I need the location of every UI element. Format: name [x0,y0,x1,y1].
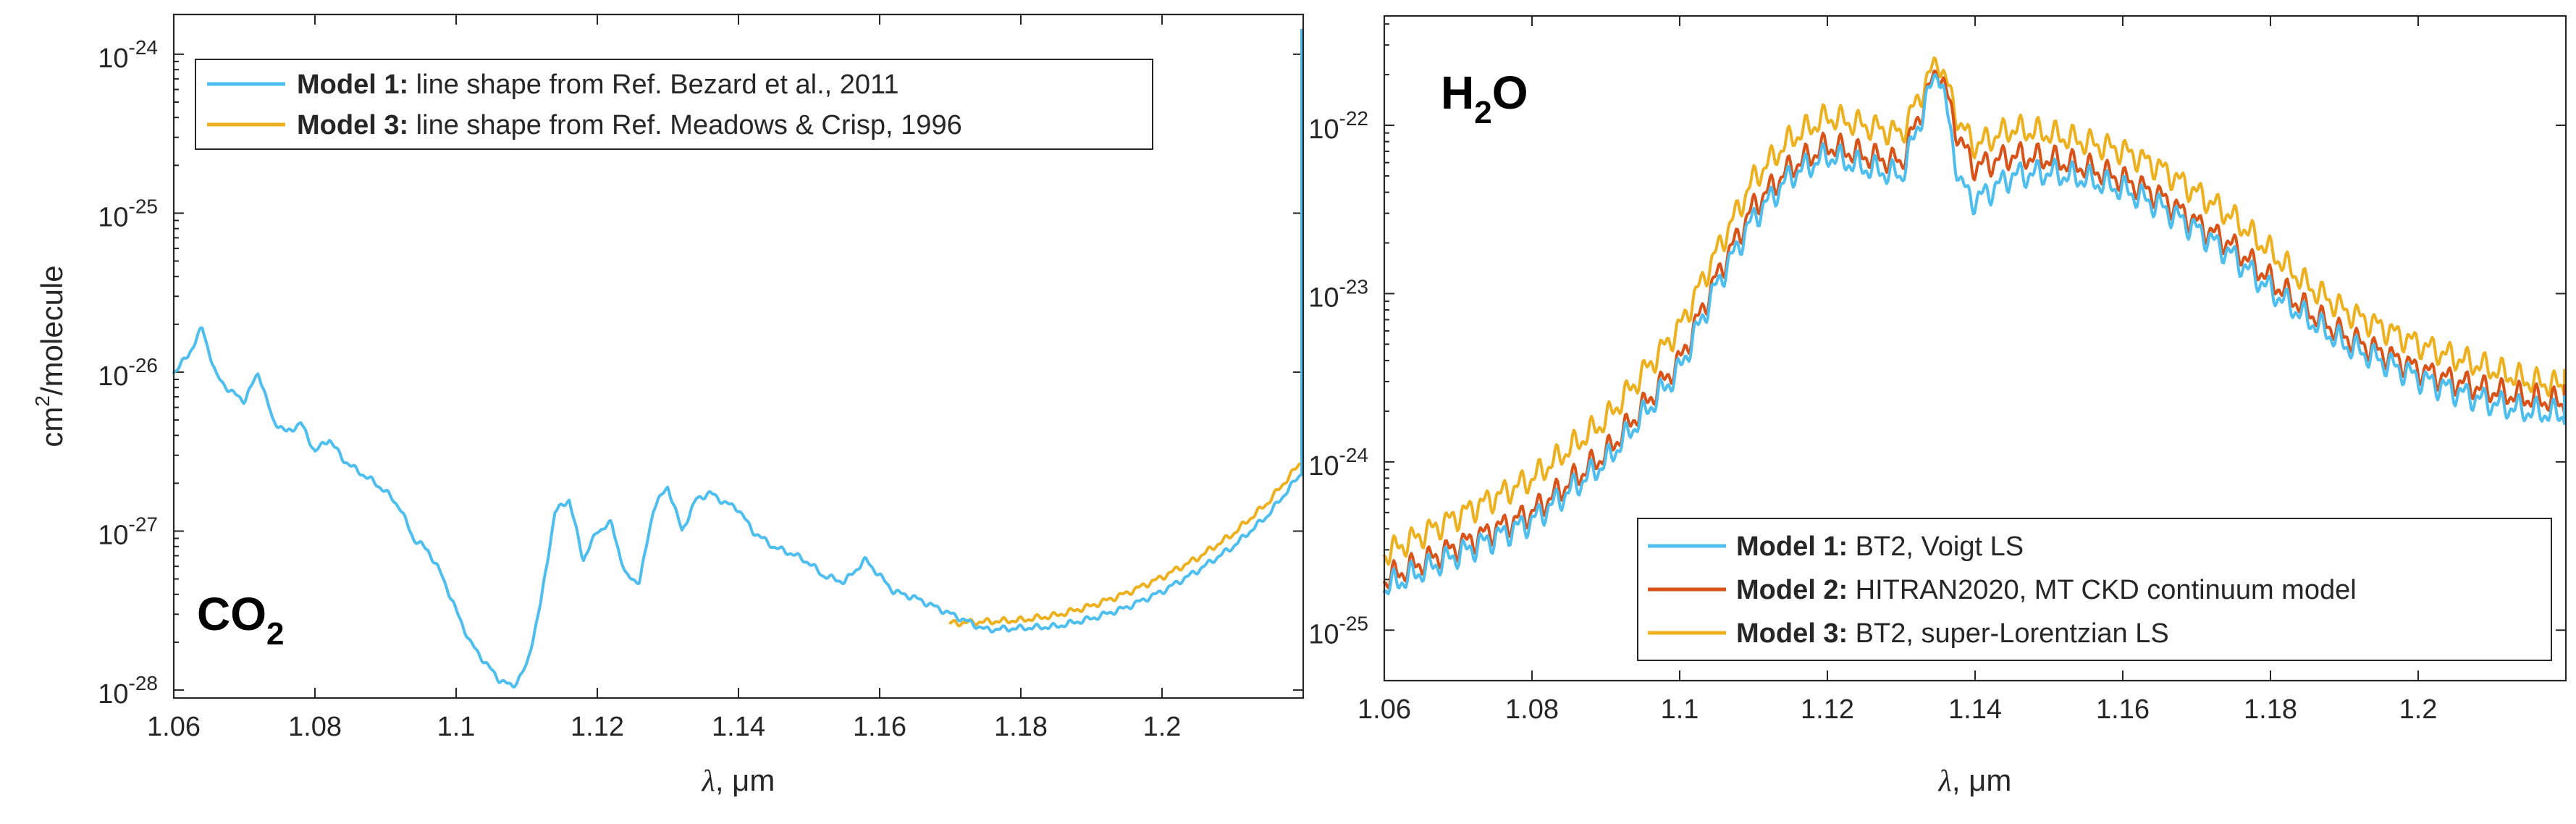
co2-x-tick-label: 1.14 [712,712,765,742]
co2-x-tick-label: 1.16 [853,712,906,742]
co2-legend-bold-2: Model 3: [297,110,408,140]
h2o-axes-ticks: 1.06 1.08 1.1 1.12 1.14 1.16 1.18 1.2 10-25 10-24… [1308,16,2566,725]
h2o-x-tick-label: 1.16 [2096,694,2150,725]
co2-panel: 1.06 1.08 1.1 1.12 1.14 1.16 1.18 1.2 10-28 10-27… [31,13,1305,798]
co2-series-model-1 [172,28,1303,689]
co2-axes-ticks: 1.06 1.08 1.1 1.12 1.14 1.16 1.18 1.2 10-28 10-27… [98,14,1303,742]
h2o-y-tick-label: 10-23 [1308,275,1368,313]
h2o-legend-bold-3: Model 3: [1736,618,1848,649]
svg-text:Model 2: HITRAN2020, MT CKD co: Model 2: HITRAN2020, MT CKD continuum mo… [1736,575,2357,605]
co2-series [172,28,1303,689]
co2-legend-text-2: line shape from Ref. Meadows & Crisp, 19… [408,110,962,140]
co2-legend: Model 1: line shape from Ref. Bezard et … [195,59,1153,150]
h2o-legend-text-2: HITRAN2020, MT CKD continuum model [1848,575,2357,605]
co2-plot-frame [172,13,1305,699]
h2o-legend-entry-2: Model 2: HITRAN2020, MT CKD continuum mo… [1648,575,2357,605]
h2o-legend-entry-3: Model 3: BT2, super-Lorentzian LS [1648,618,2169,649]
co2-x-tick-label: 1.18 [994,712,1048,742]
h2o-x-tick-label: 1.12 [1801,694,1854,725]
svg-text:Model 3: BT2, super-Lorentzian: Model 3: BT2, super-Lorentzian LS [1736,618,2169,649]
co2-y-tick-label: 10-25 [98,195,158,232]
svg-text:Model 1: line shape from Ref.: Model 1: line shape from Ref. Bezard et … [297,70,898,100]
co2-legend-entry-2: Model 3: line shape from Ref. Meadows & … [207,110,962,140]
h2o-legend-bold-1: Model 1: [1736,531,1848,562]
svg-text:Model 3: line shape from Ref.: Model 3: line shape from Ref. Meadows & … [297,110,962,140]
h2o-y-tick-label: 10-25 [1308,612,1368,649]
h2o-molecule-label: H2O [1441,67,1528,130]
h2o-legend-box [1637,518,2552,661]
co2-x-tick-label: 1.08 [288,712,342,742]
co2-x-tick-label: 1.1 [437,712,476,742]
co2-legend-entry-1: Model 1: line shape from Ref. Bezard et … [207,70,898,100]
h2o-x-tick-label: 1.1 [1661,694,1699,725]
h2o-plot-frame [1383,14,2567,682]
co2-y-tick-label: 10-24 [98,36,158,74]
h2o-y-tick-label: 10-22 [1308,107,1368,145]
h2o-legend-text-1: BT2, Voigt LS [1848,531,2024,562]
h2o-legend-text-3: BT2, super-Lorentzian LS [1848,618,2169,649]
svg-text:Model 1: BT2, Voigt LS: Model 1: BT2, Voigt LS [1736,531,2024,562]
co2-y-tick-label: 10-28 [98,672,158,710]
co2-y-axis-label: cm2/molecule [31,265,69,447]
h2o-legend-entry-1: Model 1: BT2, Voigt LS [1648,531,2024,562]
co2-x-tick-label: 1.12 [571,712,624,742]
h2o-series-model-1 [1383,73,2566,595]
h2o-x-tick-label: 1.2 [2399,694,2438,725]
h2o-legend: Model 1: BT2, Voigt LS Model 2: HITRAN20… [1637,518,2552,661]
co2-x-tick-label: 1.06 [147,712,201,742]
co2-legend-text-1: line shape from Ref. Bezard et al., 2011 [408,70,898,100]
h2o-legend-bold-2: Model 2: [1736,575,1848,605]
h2o-y-tick-label: 10-24 [1308,444,1368,482]
co2-x-axis-label: λ, μm [701,763,775,798]
h2o-x-tick-label: 1.08 [1505,694,1559,725]
h2o-x-axis-label: λ, μm [1937,763,2012,798]
co2-y-tick-label: 10-27 [98,513,158,550]
h2o-x-tick-label: 1.14 [1948,694,2002,725]
h2o-panel: 1.06 1.08 1.1 1.12 1.14 1.16 1.18 1.2 10-25 10-24… [1308,14,2567,798]
h2o-series [1383,56,2566,595]
co2-y-tick-label: 10-26 [98,354,158,392]
co2-molecule-label: CO2 [197,588,284,652]
h2o-x-tick-label: 1.06 [1358,694,1411,725]
h2o-series-model-3 [1383,56,2566,566]
co2-series-model-3 [948,76,1303,628]
co2-x-tick-label: 1.2 [1143,712,1182,742]
h2o-x-tick-label: 1.18 [2244,694,2297,725]
co2-legend-bold-1: Model 1: [297,70,408,100]
co2-legend-box [195,59,1153,150]
